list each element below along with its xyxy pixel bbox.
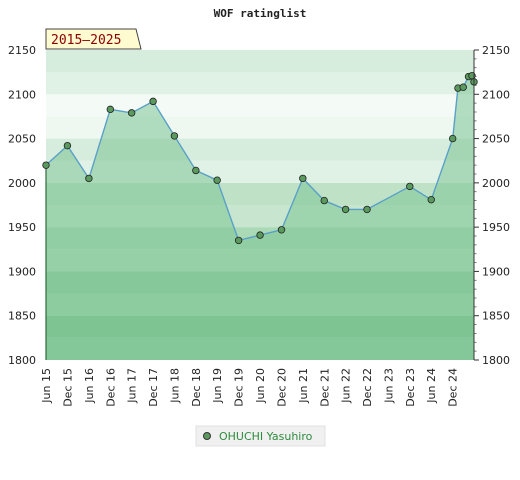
rating-area-fill bbox=[46, 75, 474, 360]
y-axis-right: 1800 1850 1900 1950 2000 2050 2100 2150 bbox=[473, 44, 510, 367]
data-point bbox=[85, 174, 93, 183]
period-badge: 2015–2025 bbox=[45, 28, 142, 50]
y-tick-label-left: 2050 bbox=[8, 133, 36, 146]
y-tick-label-right: 2150 bbox=[482, 44, 510, 57]
y-tick-label-right: 1850 bbox=[482, 310, 510, 323]
x-tick-label: Dec 21 bbox=[318, 368, 331, 407]
data-point bbox=[127, 109, 136, 117]
x-tick-label: Jun 22 bbox=[340, 368, 353, 404]
x-tick-label: Jun 23 bbox=[382, 368, 395, 404]
data-point bbox=[106, 105, 115, 114]
x-tick-label: Jun 21 bbox=[297, 368, 310, 404]
x-tick-label: Jun 24 bbox=[425, 368, 438, 404]
x-axis: Jun 15 Dec 15 Jun 16 Dec 16 Jun 17 Dec 17 Jun … bbox=[40, 368, 460, 407]
y-tick-label-right: 1800 bbox=[482, 354, 510, 367]
y-tick-label-right: 2100 bbox=[482, 88, 510, 101]
data-point bbox=[363, 205, 371, 214]
x-tick-label: Jun 17 bbox=[126, 368, 139, 404]
x-tick-label: Jun 20 bbox=[254, 368, 267, 404]
y-tick-label-right: 2000 bbox=[482, 177, 510, 190]
data-point bbox=[341, 205, 350, 214]
x-tick-label: Dec 15 bbox=[61, 368, 74, 407]
data-point bbox=[149, 97, 157, 106]
data-point bbox=[320, 196, 328, 205]
y-tick-label-left: 1900 bbox=[8, 265, 36, 278]
background-band bbox=[46, 50, 474, 73]
y-tick-label-left: 1950 bbox=[8, 221, 36, 234]
y-tick-label-left: 2150 bbox=[8, 44, 36, 57]
y-tick-label-left: 1800 bbox=[8, 354, 36, 367]
data-point bbox=[213, 176, 221, 184]
data-point bbox=[459, 83, 467, 91]
data-point bbox=[192, 166, 200, 175]
x-tick-label: Dec 16 bbox=[104, 368, 117, 407]
y-tick-label-left: 2100 bbox=[8, 88, 36, 101]
x-tick-label: Jun 19 bbox=[211, 368, 224, 404]
data-point bbox=[448, 134, 457, 143]
y-tick-label-left: 2000 bbox=[8, 177, 36, 190]
x-tick-label: Jun 18 bbox=[168, 368, 181, 404]
legend-marker bbox=[203, 432, 211, 440]
data-point bbox=[427, 195, 435, 204]
period-badge-text: 2015–2025 bbox=[51, 33, 121, 48]
x-tick-label: Dec 19 bbox=[233, 368, 246, 407]
background-band bbox=[46, 72, 474, 95]
y-tick-label-right: 1950 bbox=[482, 221, 510, 234]
x-tick-label: Jun 16 bbox=[83, 368, 96, 404]
y-axis-left: 1800 1850 1900 1950 2000 2050 2100 2150 bbox=[8, 44, 36, 367]
data-point bbox=[406, 182, 414, 191]
rating-points bbox=[42, 71, 478, 245]
y-tick-label-right: 1900 bbox=[482, 265, 510, 278]
rating-area bbox=[45, 75, 474, 360]
x-tick-label: Dec 18 bbox=[190, 368, 203, 407]
x-tick-label: Dec 20 bbox=[275, 368, 288, 407]
legend: OHUCHI Yasuhiro bbox=[195, 425, 326, 447]
data-point bbox=[277, 226, 286, 234]
x-tick-label: Dec 22 bbox=[361, 368, 374, 407]
x-tick-label: Dec 17 bbox=[147, 368, 160, 407]
data-point bbox=[299, 174, 307, 183]
data-point bbox=[42, 161, 50, 169]
data-point bbox=[234, 236, 243, 245]
x-tick-label: Jun 15 bbox=[40, 368, 53, 404]
legend-label: OHUCHI Yasuhiro bbox=[219, 430, 313, 443]
x-tick-label: Dec 24 bbox=[447, 368, 460, 407]
data-point bbox=[256, 231, 264, 239]
y-tick-label-left: 1850 bbox=[8, 310, 36, 323]
data-point bbox=[63, 141, 72, 150]
x-tick-label: Dec 23 bbox=[404, 368, 417, 407]
data-point bbox=[170, 132, 179, 140]
y-tick-label-right: 2050 bbox=[482, 133, 510, 146]
chart-title: WOF ratinglist bbox=[214, 7, 307, 20]
